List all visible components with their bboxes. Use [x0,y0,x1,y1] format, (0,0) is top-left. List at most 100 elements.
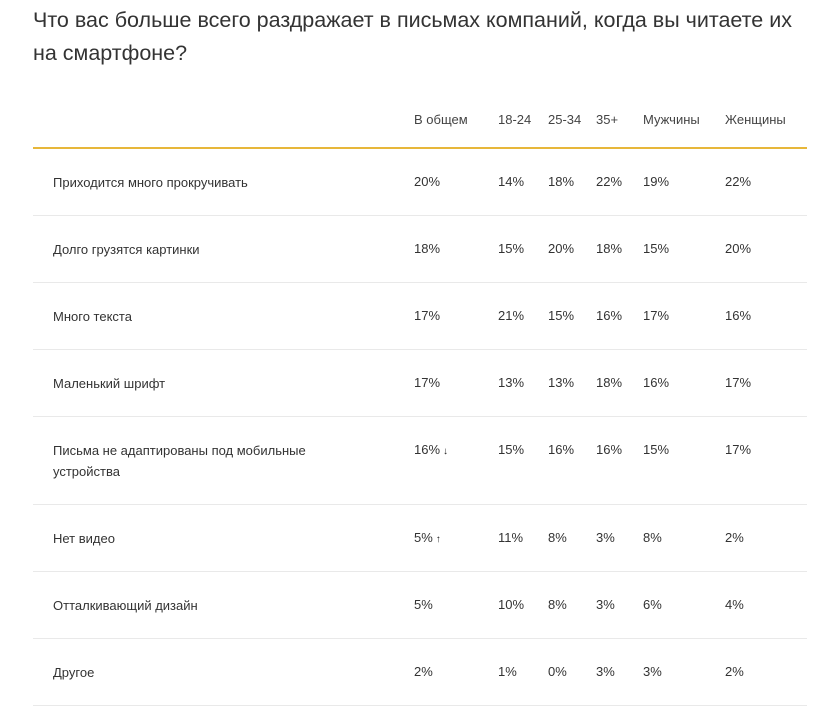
row-value-text: 0% [548,664,567,679]
row-value: 16% ↓ [414,442,448,457]
row-label: Другое [53,665,95,680]
row-value: 15% [548,308,574,323]
row-value: 20% [548,241,574,256]
row-value: 3% [596,597,615,612]
row-value: 3% [596,664,615,679]
row-value: 20% [725,241,751,256]
row-value: 17% [725,442,751,457]
row-value-text: 4% [725,597,744,612]
table-row: Другое 2% 1% 0% 3% 3% 2% [33,639,807,706]
row-value: 17% [643,308,669,323]
row-value: 5% ↑ [414,530,441,545]
row-value: 16% [596,308,622,323]
row-value-text: 16% [596,442,623,457]
table-row: Нет видео 5% ↑ 11% 8% 3% 8% 2% [33,505,807,572]
row-label: Долго грузятся картинки [53,242,200,257]
row-value: 21% [498,308,524,323]
table-row: Приходится много прокручивать 20% 14% 18% 22… [33,149,807,216]
row-value: 6% [643,597,662,612]
header-men: Мужчины [643,112,700,127]
row-label: Приходится много прокручивать [53,175,248,190]
row-value-text: 16% [725,308,752,323]
row-value: 3% [596,530,615,545]
row-value: 13% [548,375,574,390]
row-value-text: 17% [725,375,752,390]
row-value-text: 2% [725,664,744,679]
row-value: 18% [596,375,622,390]
row-value: 8% [548,530,567,545]
row-value-text: 15% [643,241,670,256]
row-value-text: 16% [596,308,623,323]
row-value: 14% [498,174,524,189]
row-value-text: 18% [414,241,441,256]
row-value: 2% [725,664,744,679]
row-value-text: 20% [548,241,575,256]
row-value: 11% [498,530,523,545]
row-value-text: 13% [498,375,525,390]
down-arrow-icon: ↓ [443,446,449,457]
row-value: 16% [548,442,574,457]
row-value-text: 14% [498,174,525,189]
header-overall: В общем [414,112,468,127]
row-label: Маленький шрифт [53,376,166,391]
row-value-text: 17% [414,308,441,323]
row-value-text: 3% [596,530,615,545]
row-value-text: 21% [498,308,525,323]
row-value-text: 20% [414,174,441,189]
row-value: 17% [725,375,751,390]
row-value-text: 10% [498,597,525,612]
row-value: 16% [643,375,669,390]
row-value: 1% [498,664,517,679]
row-value: 0% [548,664,567,679]
row-value: 8% [643,530,662,545]
row-value-text: 18% [596,375,623,390]
row-value: 15% [498,442,524,457]
row-value-text: 2% [725,530,744,545]
table-row: Маленький шрифт 17% 13% 13% 18% 16% 17% [33,350,807,417]
up-arrow-icon: ↑ [435,534,441,545]
row-value: 18% [548,174,574,189]
table-row: Долго грузятся картинки 18% 15% 20% 18% 15% 20… [33,216,807,283]
row-value: 20% [414,174,440,189]
header-25-34: 25-34 [548,112,582,127]
row-value: 17% [414,308,440,323]
row-value-text: 5% [414,530,433,545]
row-value: 10% [498,597,524,612]
row-value-text: 1% [498,664,517,679]
header-18-24: 18-24 [498,112,532,127]
row-value: 3% [643,664,662,679]
row-value: 4% [725,597,744,612]
row-value: 8% [548,597,567,612]
row-label: Отталкивающий дизайн [53,598,198,613]
row-value: 15% [643,442,669,457]
row-value-text: 5% [414,597,433,612]
table-row: Отталкивающий дизайн 5% 10% 8% 3% 6% 4% [33,572,807,639]
row-value-text: 22% [596,174,623,189]
row-value-text: 8% [548,597,567,612]
row-value-text: 20% [725,241,752,256]
header-divider [33,147,807,149]
table-row: Письма не адаптированы под мобильные уст… [33,417,807,505]
table-row: Много текста 17% 21% 15% 16% 17% 16% [33,283,807,350]
row-value: 2% [414,664,433,679]
row-value-text: 15% [498,241,525,256]
row-value: 18% [596,241,622,256]
row-value-text: 15% [548,308,575,323]
row-value-text: 16% [643,375,670,390]
row-value-text: 11% [498,530,524,545]
row-value-text: 15% [643,442,670,457]
row-value: 17% [414,375,440,390]
row-value: 18% [414,241,440,256]
row-value-text: 15% [498,442,525,457]
row-value-text: 8% [643,530,662,545]
row-value-text: 17% [643,308,670,323]
row-value-text: 18% [596,241,623,256]
row-value: 13% [498,375,524,390]
row-value-text: 13% [548,375,575,390]
row-value-text: 3% [596,664,615,679]
row-value: 22% [725,174,751,189]
row-value: 19% [643,174,669,189]
row-value-text: 8% [548,530,567,545]
row-value: 5% [414,597,433,612]
page-title: Что вас больше всего раздражает в письма… [33,8,792,65]
